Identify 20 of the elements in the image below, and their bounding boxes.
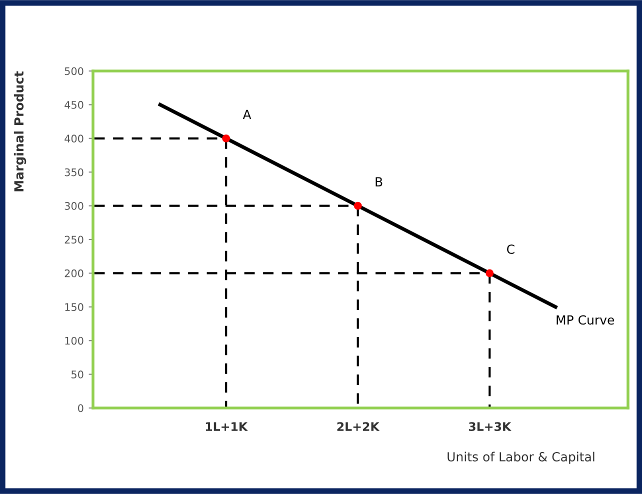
y-tick-label: 150 <box>65 303 84 312</box>
y-tick-label: 300 <box>64 202 84 210</box>
x-axis-title: Units of Labor & Capital <box>448 452 594 464</box>
y-tick-label: 250 <box>64 236 84 244</box>
y-tick-label: 0 <box>78 404 84 412</box>
annotation: C <box>507 244 514 254</box>
y-tick-label: 100 <box>65 336 84 345</box>
annotation: A <box>242 110 252 119</box>
y-tick-label: 400 <box>64 134 84 143</box>
x-tick-label: 1L+1K <box>206 422 248 431</box>
annotation: B <box>376 177 382 186</box>
y-tick-label: 200 <box>64 269 84 278</box>
x-tick-label: 2L+2K <box>337 422 380 431</box>
y-tick-label: 50 <box>72 370 84 378</box>
y-tick-label: 500 <box>64 67 84 76</box>
y-tick-label: 350 <box>64 168 84 176</box>
y-tick-label: 450 <box>64 100 84 109</box>
series-label: MP Curve <box>556 315 614 325</box>
y-axis-title: Marginal Product <box>14 71 26 192</box>
x-tick-label: 3L+3K <box>468 422 512 432</box>
